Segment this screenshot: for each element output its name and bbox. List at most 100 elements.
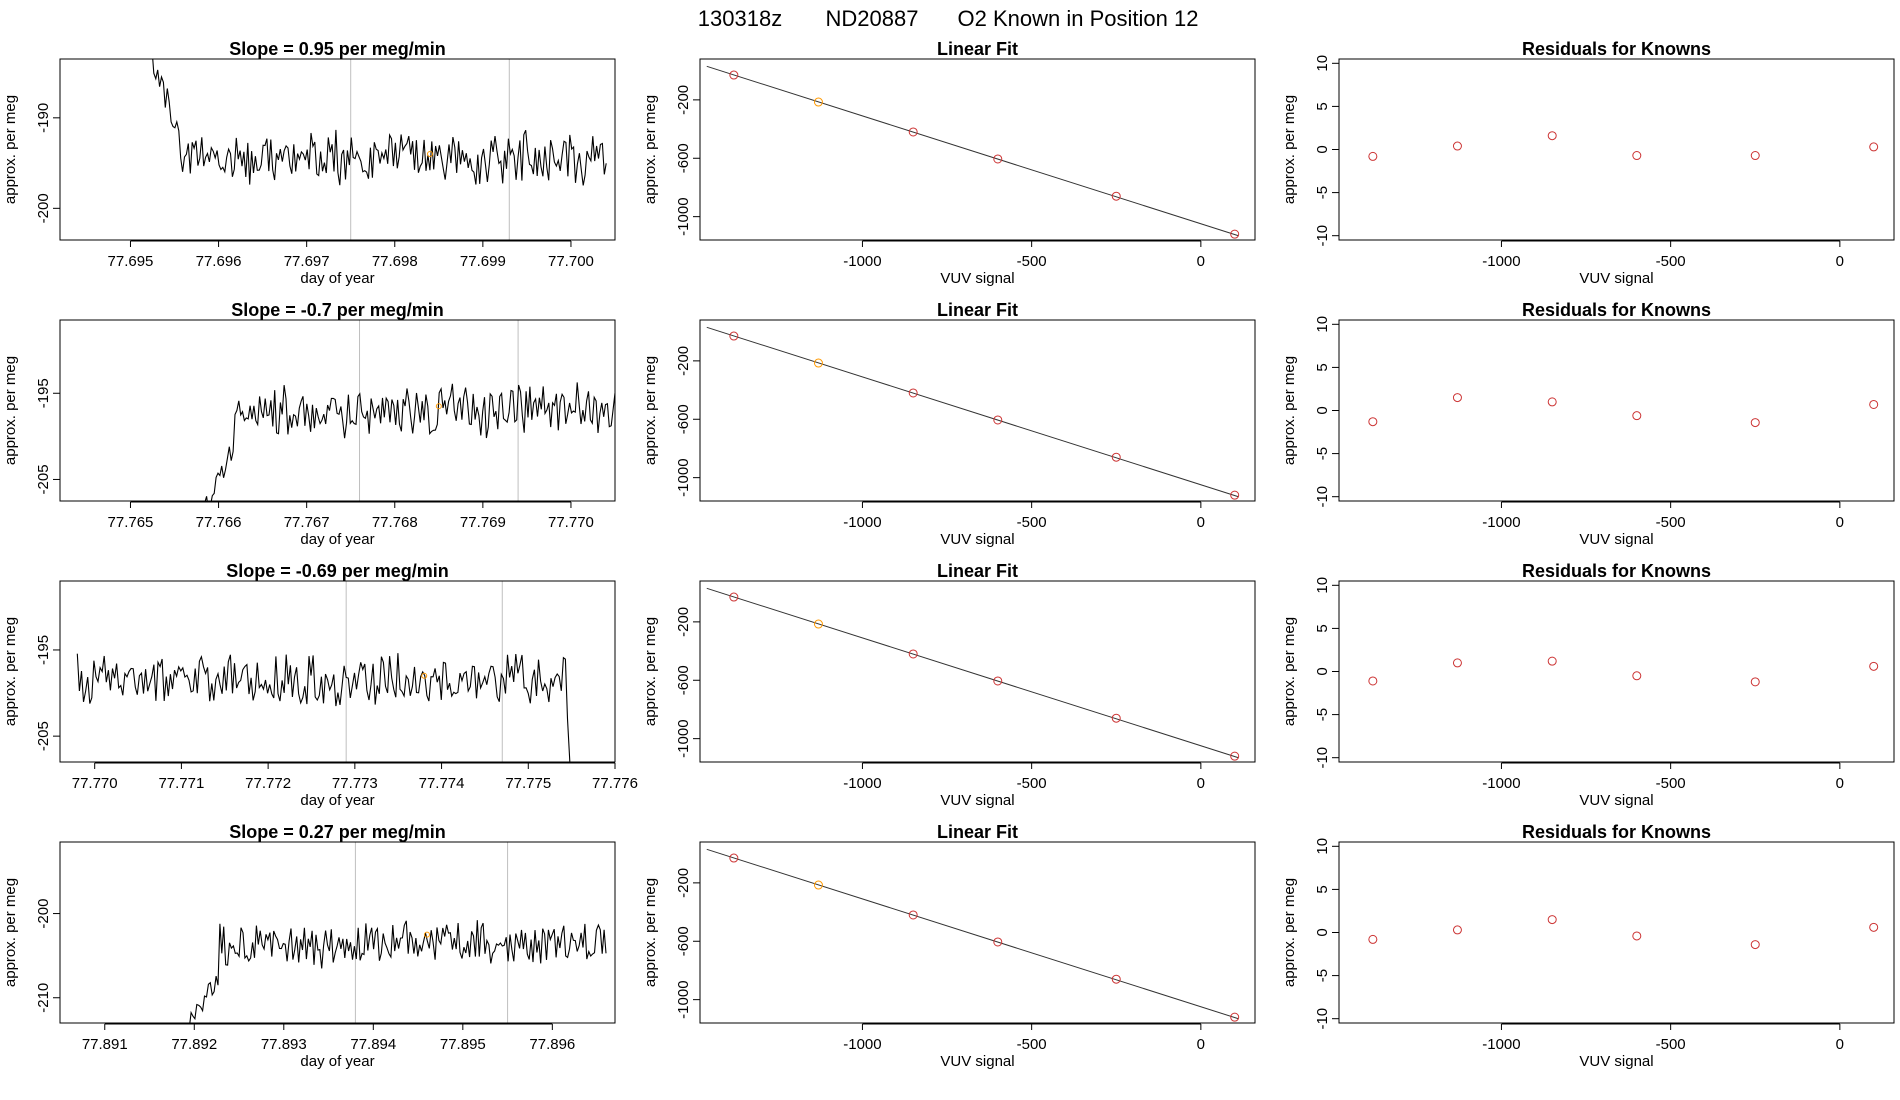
x-tick-label: 77.774 — [419, 775, 465, 792]
y-tick-label: -5 — [1314, 708, 1331, 721]
x-tick-label: -1000 — [1482, 514, 1520, 531]
x-tick-label: 77.765 — [108, 514, 154, 531]
y-axis-label: approx. per meg — [2, 878, 19, 987]
residual-point — [1368, 417, 1378, 427]
fit-point — [908, 388, 918, 398]
standard-marker — [427, 151, 433, 158]
fit-point — [729, 331, 739, 341]
x-tick-label: 0 — [1836, 514, 1844, 531]
x-axis-label: VUV signal — [1579, 792, 1653, 809]
plot-frame — [1338, 58, 1895, 241]
y-tick-label: -200 — [675, 868, 692, 898]
y-axis-label: approx. per meg — [1281, 95, 1298, 204]
x-tick-label: -500 — [1656, 253, 1686, 270]
x-axis-label: VUV signal — [940, 270, 1014, 287]
series-line — [204, 382, 615, 501]
x-tick-label: 77.769 — [460, 514, 506, 531]
residual-point — [1547, 131, 1557, 141]
x-axis-label: VUV signal — [1579, 531, 1653, 548]
y-tick-label: -195 — [35, 635, 52, 665]
chart-title: Linear Fit — [937, 300, 1018, 320]
x-tick-label: 0 — [1836, 253, 1844, 270]
residual-point — [1632, 151, 1642, 161]
x-axis-label: day of year — [300, 1053, 374, 1070]
x-tick-label: -1000 — [843, 775, 881, 792]
plot-area — [1368, 915, 1879, 950]
x-axis-label: VUV signal — [940, 531, 1014, 548]
y-tick-label: -200 — [35, 899, 52, 929]
y-tick-label: 0 — [1314, 406, 1331, 414]
y-tick-label: 10 — [1314, 577, 1331, 594]
chart-panel-4-1: Slope = 0.27 per meg/min 77.891 77.892 77.8… — [2, 822, 616, 1070]
x-tick-label: 77.892 — [171, 1036, 217, 1053]
x-tick-label: 77.776 — [592, 775, 638, 792]
x-axis-label: VUV signal — [940, 1053, 1014, 1070]
chart-panel-2-1: Slope = -0.7 per meg/min 77.765 77.766 77.7… — [2, 300, 616, 548]
x-tick-label: -500 — [1017, 253, 1047, 270]
y-axis-label: approx. per meg — [1281, 617, 1298, 726]
x-tick-label: 77.770 — [548, 514, 594, 531]
fit-line — [706, 848, 1239, 1020]
series-line — [152, 59, 607, 186]
residual-point — [1368, 676, 1378, 686]
x-tick-label: -1000 — [1482, 1036, 1520, 1053]
x-tick-label: 77.767 — [284, 514, 330, 531]
y-tick-label: -1000 — [675, 719, 692, 757]
chart-panel-2-2: Linear Fit -1000 -500 0 VUV signal -200 -600 -1… — [642, 300, 1256, 548]
residual-point — [1632, 671, 1642, 681]
plot-area — [1368, 656, 1879, 687]
x-tick-label: 0 — [1197, 514, 1205, 531]
y-axis-label: approx. per meg — [642, 617, 659, 726]
x-tick-label: 77.775 — [505, 775, 551, 792]
fit-point — [1230, 490, 1240, 500]
y-tick-label: -600 — [675, 665, 692, 695]
y-axis-label: approx. per meg — [2, 95, 19, 204]
plot-frame — [59, 58, 616, 241]
standard-point — [813, 880, 823, 890]
plot-area — [706, 848, 1240, 1022]
y-axis-label: approx. per meg — [2, 617, 19, 726]
x-axis-label: day of year — [300, 531, 374, 548]
series-line — [76, 653, 571, 762]
x-tick-label: 77.699 — [460, 253, 506, 270]
fit-point — [993, 415, 1003, 425]
x-tick-label: -500 — [1656, 514, 1686, 531]
chart-panel-1-1: Slope = 0.95 per meg/min 77.695 77.696 77.6… — [2, 39, 616, 287]
plot-frame — [59, 319, 616, 502]
residual-point — [1368, 934, 1378, 944]
page-title-description: O2 Known in Position 12 — [958, 6, 1199, 31]
y-tick-label: -205 — [35, 721, 52, 751]
x-tick-label: 77.894 — [350, 1036, 396, 1053]
y-tick-label: -1000 — [675, 980, 692, 1018]
chart-panel-3-2: Linear Fit -1000 -500 0 VUV signal -200 -600 -1… — [642, 561, 1256, 809]
residual-point — [1869, 142, 1879, 152]
y-tick-label: -200 — [35, 193, 52, 223]
y-tick-label: -5 — [1314, 186, 1331, 199]
x-tick-label: 77.896 — [529, 1036, 575, 1053]
fit-line — [706, 587, 1239, 759]
plot-area — [1368, 131, 1879, 161]
y-tick-label: -205 — [35, 464, 52, 494]
x-tick-label: 77.766 — [196, 514, 242, 531]
residual-point — [1547, 656, 1557, 666]
x-axis-label: VUV signal — [1579, 1053, 1653, 1070]
y-tick-label: -600 — [675, 143, 692, 173]
y-tick-label: -200 — [675, 346, 692, 376]
x-tick-label: -1000 — [1482, 775, 1520, 792]
x-tick-label: -500 — [1017, 514, 1047, 531]
y-tick-label: 5 — [1314, 624, 1331, 632]
chart-title: Slope = 0.95 per meg/min — [229, 39, 446, 59]
panel-grid: Slope = 0.95 per meg/min 77.695 77.696 77.6… — [2, 39, 1895, 1070]
x-tick-label: 77.893 — [261, 1036, 307, 1053]
y-tick-label: -200 — [675, 607, 692, 637]
residual-point — [1750, 940, 1760, 950]
plot-frame — [699, 841, 1256, 1024]
plot-area — [706, 65, 1240, 239]
residual-point — [1368, 151, 1378, 161]
chart-title: Residuals for Knowns — [1522, 822, 1711, 842]
chart-title: Linear Fit — [937, 561, 1018, 581]
fit-point — [1111, 713, 1121, 723]
x-tick-label: 77.698 — [372, 253, 418, 270]
fit-point — [729, 592, 739, 602]
y-axis-label: approx. per meg — [1281, 878, 1298, 987]
